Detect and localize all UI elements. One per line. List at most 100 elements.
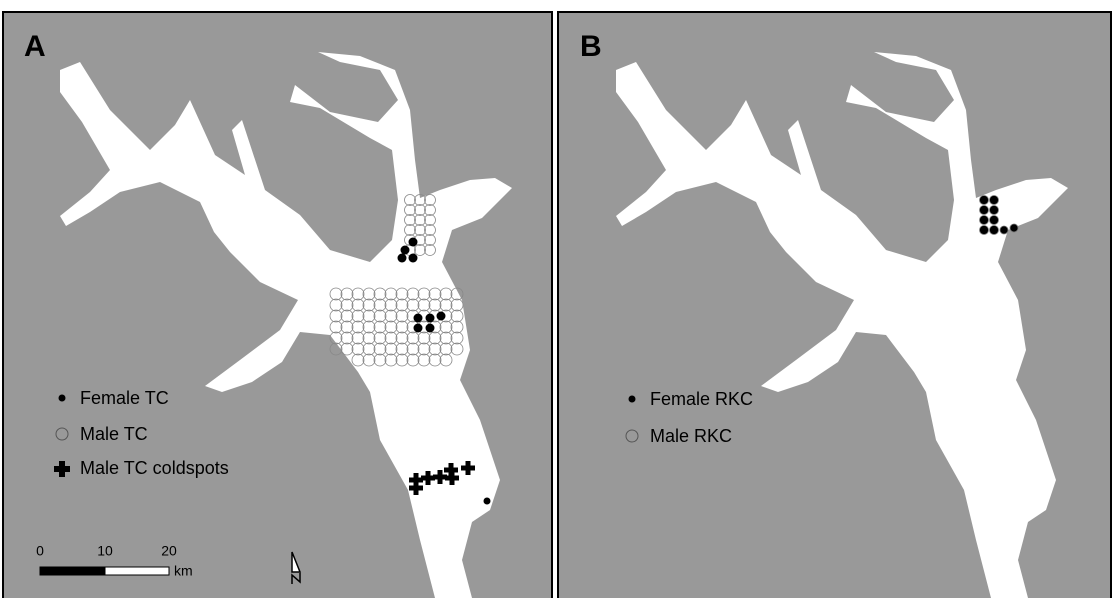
male-circle [450, 320, 464, 334]
male-circle [362, 309, 376, 323]
coldspots [409, 461, 475, 495]
male-circle [329, 309, 343, 323]
male-circle [384, 309, 398, 323]
male-circle [373, 287, 387, 301]
male-circle [406, 287, 420, 301]
male-circle [373, 320, 387, 334]
male-circle [406, 342, 420, 356]
male-circle [417, 287, 431, 301]
male-circle [428, 287, 442, 301]
male-circle [351, 331, 365, 345]
male-circle [404, 194, 416, 206]
male-circle [406, 353, 420, 367]
male-circle [329, 331, 343, 345]
female-dot [999, 225, 1009, 235]
male-circle [351, 353, 365, 367]
male-circle [424, 214, 436, 226]
female-dots [979, 195, 1019, 235]
legend-label: Female RKC [650, 389, 753, 409]
male-circle [373, 353, 387, 367]
legend: Female RKC Male RKC [625, 389, 753, 446]
scale-tick: 20 [161, 543, 177, 559]
male-circle [362, 298, 376, 312]
male-circle [424, 224, 436, 236]
legend: Female TC Male TC Male TC coldspots [54, 388, 229, 478]
male-circle [329, 287, 343, 301]
male-circle [362, 320, 376, 334]
male-circle [424, 244, 436, 256]
coldspot [409, 481, 423, 495]
male-circle [384, 353, 398, 367]
male-circle [329, 320, 343, 334]
male-circle [351, 287, 365, 301]
male-circle [417, 342, 431, 356]
male-circle [406, 331, 420, 345]
male-circle [450, 287, 464, 301]
legend-label: Male TC [80, 424, 148, 444]
legend-label: Female TC [80, 388, 169, 408]
male-circle [373, 298, 387, 312]
male-circle [395, 353, 409, 367]
male-circle [395, 287, 409, 301]
male-circle [384, 331, 398, 345]
male-circle [450, 309, 464, 323]
male-circle [439, 331, 453, 345]
male-circle [450, 342, 464, 356]
male-circle [395, 309, 409, 323]
male-circle [439, 353, 453, 367]
male-circle [450, 331, 464, 345]
male-circle [404, 224, 416, 236]
male-circle [340, 342, 354, 356]
male-circle [414, 214, 426, 226]
female-dot [989, 195, 999, 205]
female-dot [979, 205, 989, 215]
male-circle [373, 342, 387, 356]
male-circle [417, 298, 431, 312]
male-circle [351, 342, 365, 356]
male-circle [439, 342, 453, 356]
female-dot [979, 215, 989, 225]
female-dots [397, 237, 491, 505]
female-dot [989, 215, 999, 225]
scale-tick: 0 [36, 543, 44, 559]
scale-bar: 0 10 20 km [36, 543, 193, 579]
male-circle [414, 244, 426, 256]
male-circle [373, 331, 387, 345]
coldspot [461, 461, 475, 475]
male-circle [340, 331, 354, 345]
male-circle [395, 331, 409, 345]
male-circles [329, 194, 464, 367]
male-circle [362, 331, 376, 345]
male-circle [439, 287, 453, 301]
male-circle [384, 287, 398, 301]
male-circle [384, 320, 398, 334]
male-circle [414, 194, 426, 206]
male-circle [351, 298, 365, 312]
male-circle [384, 298, 398, 312]
male-circle [340, 320, 354, 334]
male-circle [395, 342, 409, 356]
male-circle [428, 331, 442, 345]
male-circle [406, 298, 420, 312]
male-circle [340, 287, 354, 301]
female-dot [1009, 223, 1019, 233]
male-circle [417, 353, 431, 367]
scale-tick: 10 [97, 543, 113, 559]
male-circle [414, 204, 426, 216]
male-circle [424, 204, 436, 216]
coldspot [444, 463, 458, 477]
male-circle [362, 342, 376, 356]
male-circle [329, 298, 343, 312]
female-dot [989, 205, 999, 215]
male-circle [384, 342, 398, 356]
male-circle [395, 298, 409, 312]
male-circle [428, 298, 442, 312]
panel-label: A [24, 30, 46, 63]
male-circle [424, 194, 436, 206]
male-circle [340, 309, 354, 323]
male-circle [439, 298, 453, 312]
scale-unit: km [174, 563, 193, 579]
male-circle [404, 214, 416, 226]
legend-label: Male TC coldspots [80, 458, 229, 478]
